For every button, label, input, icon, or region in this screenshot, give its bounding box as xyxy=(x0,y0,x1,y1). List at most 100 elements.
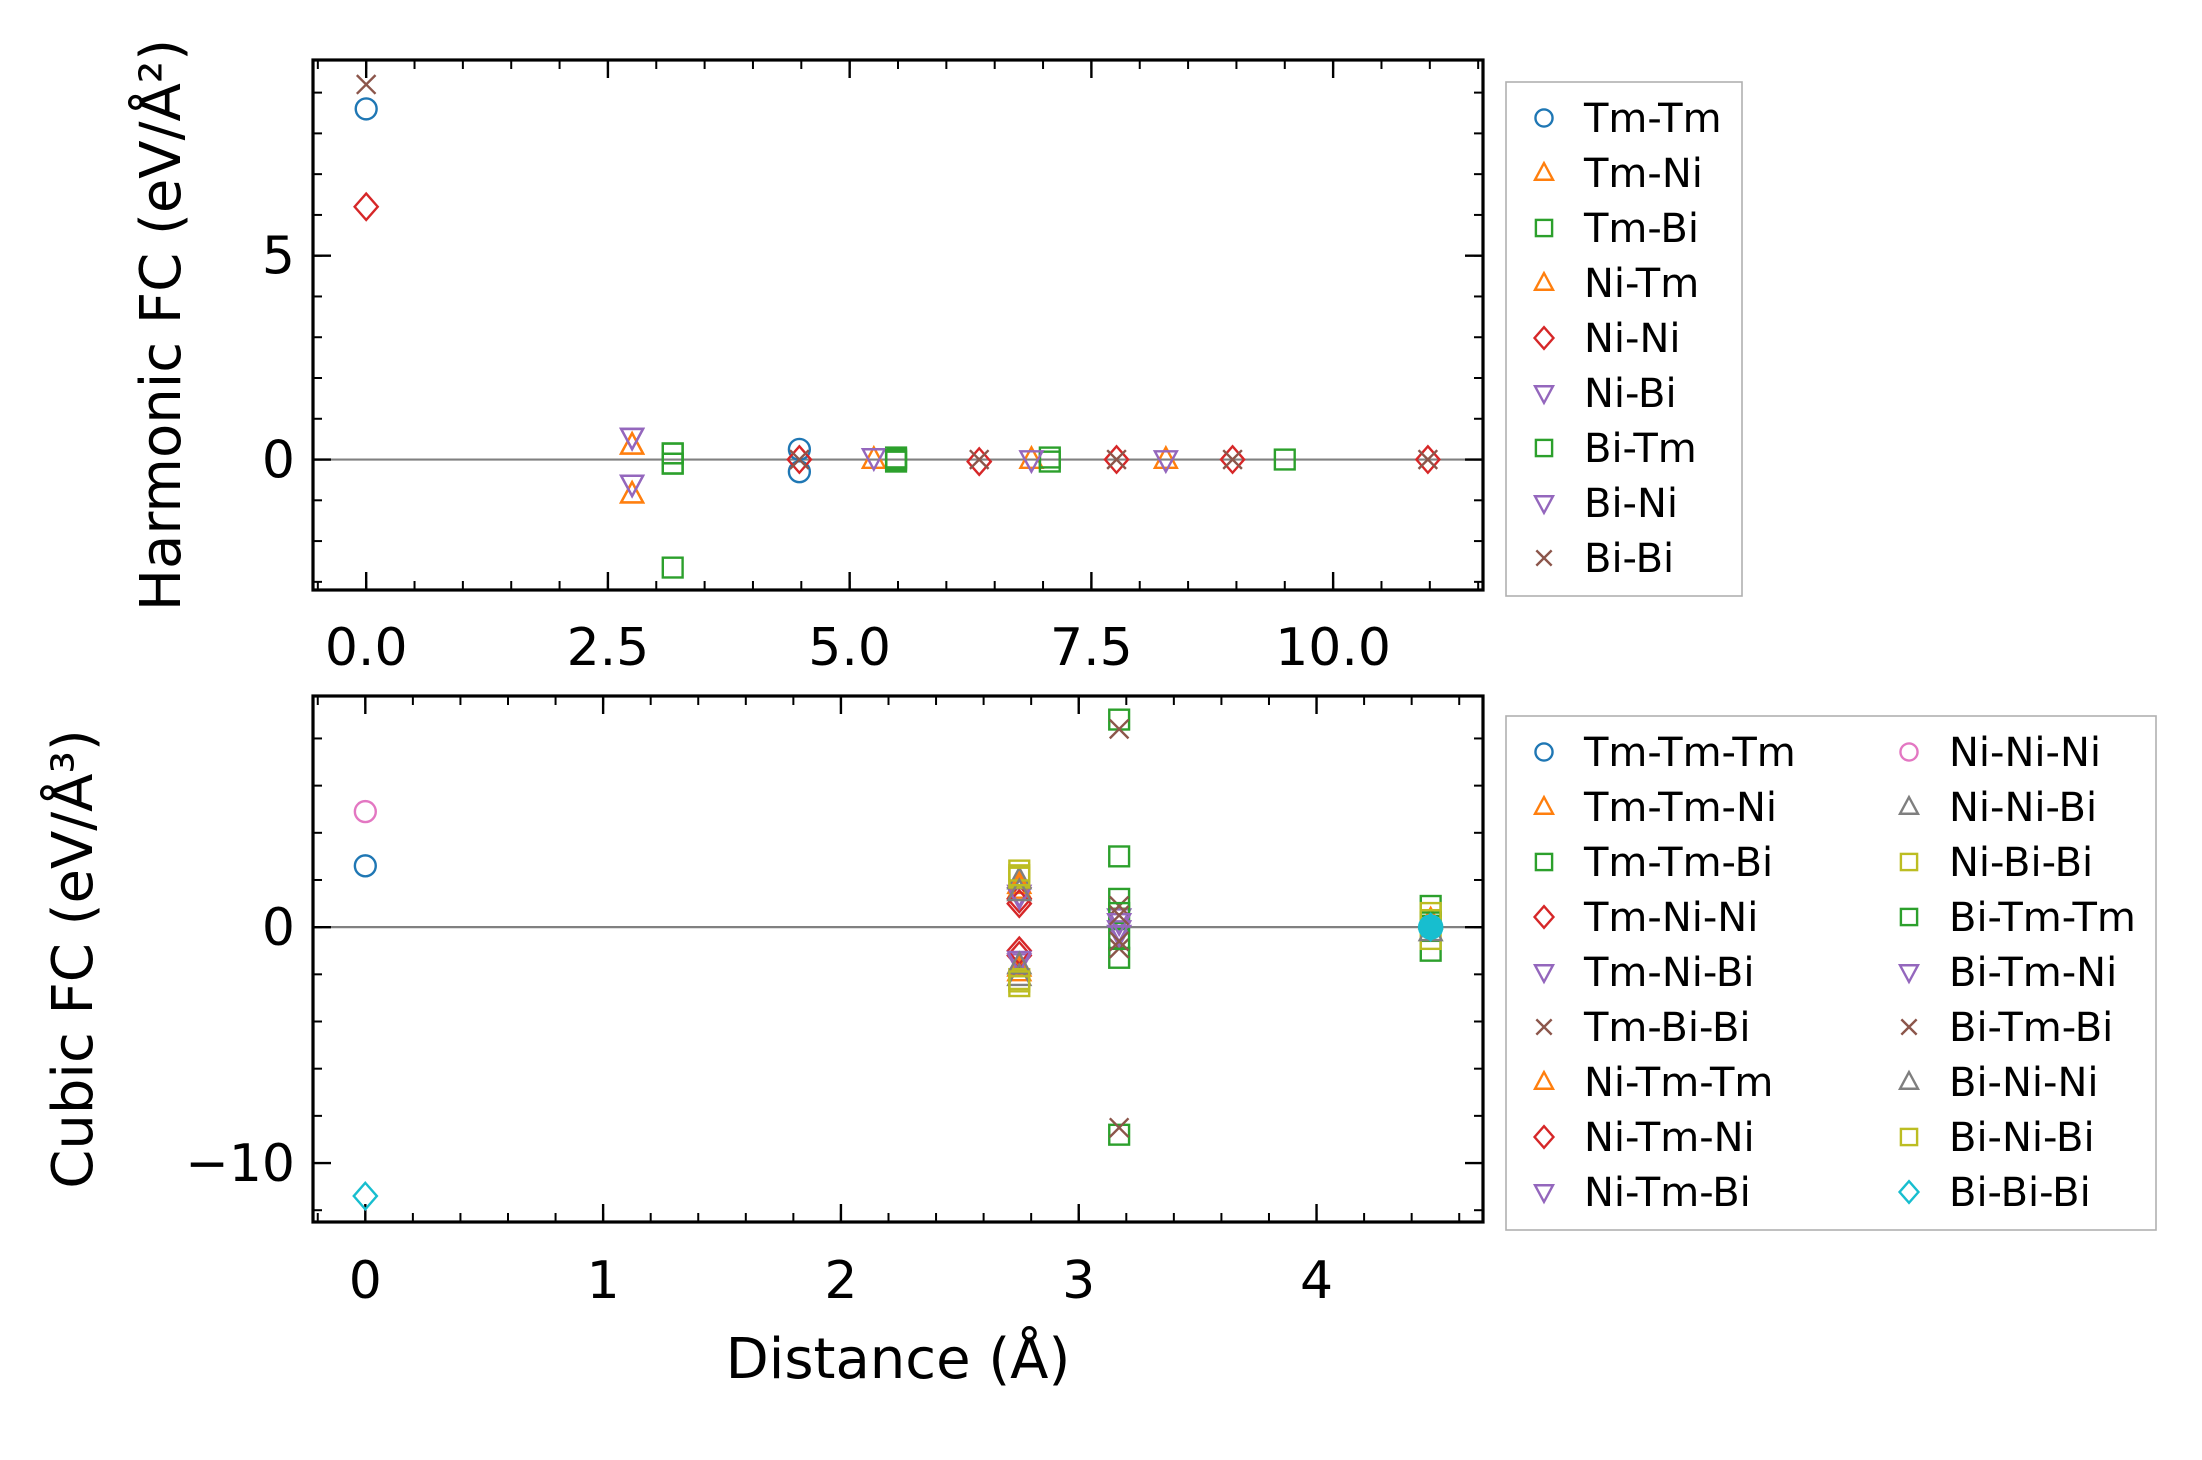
legend-entry: Ni-Bi xyxy=(1532,371,1677,417)
data-point xyxy=(1038,450,1061,473)
legend-marker xyxy=(1532,1184,1556,1205)
legend-marker xyxy=(1535,1018,1553,1036)
y-tick-label: −10 xyxy=(185,1134,295,1194)
legend-entry: Bi-Tm-Ni xyxy=(1897,950,2117,996)
data-point xyxy=(352,1181,379,1212)
data-point xyxy=(860,448,887,473)
cubic-fc-panel: 0 1 2 3 4 −10 0 Cubic FC (eV/Å³) Distance (Å) Tm-… xyxy=(40,694,2157,1392)
legend-label: Ni-Tm xyxy=(1584,261,1699,307)
legend-entry: Tm-Bi xyxy=(1534,206,1699,252)
legend-entry: Tm-Ni-Ni xyxy=(1532,895,1758,941)
data-point xyxy=(1417,449,1439,470)
legend-marker xyxy=(1897,1179,1921,1205)
x-tick-label: 2 xyxy=(824,1251,857,1311)
legend-entry: Ni-Tm-Tm xyxy=(1532,1060,1773,1106)
legend-label: Ni-Tm-Bi xyxy=(1584,1170,1751,1216)
data-point xyxy=(1018,450,1045,475)
data-point xyxy=(1006,870,1033,895)
legend-marker xyxy=(1535,549,1553,567)
x-tick-label: 10.0 xyxy=(1275,618,1391,678)
legend-label: Tm-Ni-Ni xyxy=(1583,895,1758,941)
legend-label: Tm-Ni-Bi xyxy=(1583,950,1754,996)
data-point xyxy=(1008,970,1031,993)
data-point xyxy=(1417,914,1444,940)
legend-entry: Ni-Ni xyxy=(1532,316,1681,362)
legend-marker xyxy=(1897,794,1921,815)
legend-entry: Ni-Ni-Bi xyxy=(1897,785,2097,831)
axes-frame xyxy=(311,58,1485,592)
legend-label: Ni-Bi-Bi xyxy=(1949,840,2093,886)
legend-entry: Ni-Ni-Ni xyxy=(1899,730,2101,776)
legend-marker xyxy=(1532,160,1556,181)
legend: Tm-Tm-Tm Tm-Tm-Ni Tm-Tm-Bi Tm-Ni-Ni Tm-Ni-Bi… xyxy=(1505,715,2157,1231)
legend-label: Bi-Tm xyxy=(1584,426,1697,472)
legend-label: Bi-Ni-Ni xyxy=(1949,1060,2099,1106)
data-point xyxy=(1414,444,1442,475)
legend-marker xyxy=(1534,218,1554,238)
x-tick-label: 1 xyxy=(587,1251,620,1311)
legend-label: Bi-Tm-Ni xyxy=(1949,950,2117,996)
legend-marker xyxy=(1899,907,1919,927)
legend-marker xyxy=(1899,1127,1919,1147)
legend-label: Tm-Bi xyxy=(1583,206,1699,252)
x-tick-label: 0 xyxy=(349,1251,382,1311)
data-point xyxy=(355,74,377,95)
legend-marker xyxy=(1897,1069,1921,1090)
data-point xyxy=(966,446,993,477)
data-point xyxy=(353,191,380,222)
legend-entry: Bi-Bi-Bi xyxy=(1897,1170,2091,1216)
data-point xyxy=(619,427,646,452)
data-point xyxy=(1006,877,1033,902)
data-point xyxy=(786,444,813,475)
legend-entry: Bi-Bi xyxy=(1535,536,1674,582)
x-tick-label: 4 xyxy=(1300,1251,1333,1311)
data-point xyxy=(1008,864,1031,887)
legend-marker xyxy=(1899,742,1919,762)
data-point xyxy=(353,854,377,878)
legend-label: Ni-Tm-Ni xyxy=(1584,1115,1755,1161)
legend-label: Ni-Ni-Ni xyxy=(1949,730,2101,776)
x-tick-label: 7.5 xyxy=(1050,618,1133,678)
legend-entry: Tm-Tm-Bi xyxy=(1534,840,1773,886)
legend-entry: Tm-Tm-Tm xyxy=(1534,730,1796,776)
legend-box xyxy=(1505,715,2157,1231)
data-point xyxy=(1152,450,1179,475)
legend-entry: Bi-Tm xyxy=(1534,426,1697,472)
data-point xyxy=(1108,946,1131,969)
legend-entry: Bi-Tm-Bi xyxy=(1900,1005,2113,1051)
data-point xyxy=(661,556,684,579)
data-point xyxy=(1006,950,1033,975)
x-tick-label: 0.0 xyxy=(325,618,408,678)
x-axis-label: Distance (Å) xyxy=(726,1326,1071,1392)
data-point xyxy=(619,474,646,499)
legend-label: Bi-Bi-Bi xyxy=(1949,1170,2091,1216)
legend-label: Tm-Tm-Tm xyxy=(1583,730,1796,776)
legend-label: Ni-Ni xyxy=(1584,316,1681,362)
legend-entry: Tm-Bi-Bi xyxy=(1535,1005,1751,1051)
legend-label: Ni-Bi xyxy=(1584,371,1677,417)
data-points xyxy=(353,74,1442,579)
data-point xyxy=(619,479,646,504)
legend-marker xyxy=(1897,964,1921,985)
data-point xyxy=(1108,905,1130,926)
data-point xyxy=(619,479,646,504)
legend-marker xyxy=(1532,270,1556,291)
legend-label: Bi-Ni xyxy=(1584,481,1678,527)
data-point xyxy=(789,449,810,470)
legend-entry: Tm-Ni-Bi xyxy=(1532,950,1754,996)
legend-label: Bi-Tm-Bi xyxy=(1949,1005,2113,1051)
legend-label: Bi-Tm-Tm xyxy=(1949,895,2136,941)
legend-label: Ni-Ni-Bi xyxy=(1949,785,2097,831)
data-point xyxy=(1108,931,1130,952)
legend-marker xyxy=(1532,794,1556,815)
legend-entry: Tm-Tm xyxy=(1534,96,1722,142)
legend-marker xyxy=(1900,1018,1918,1036)
legend-entry: Ni-Bi-Bi xyxy=(1899,840,2093,886)
legend-marker xyxy=(1532,325,1556,351)
legend-marker xyxy=(1534,742,1554,762)
data-point xyxy=(619,474,646,499)
legend-marker xyxy=(1532,385,1556,406)
data-point xyxy=(1108,927,1131,951)
legend-entry: Ni-Tm-Bi xyxy=(1532,1170,1751,1216)
axes-frame xyxy=(311,694,1485,1224)
